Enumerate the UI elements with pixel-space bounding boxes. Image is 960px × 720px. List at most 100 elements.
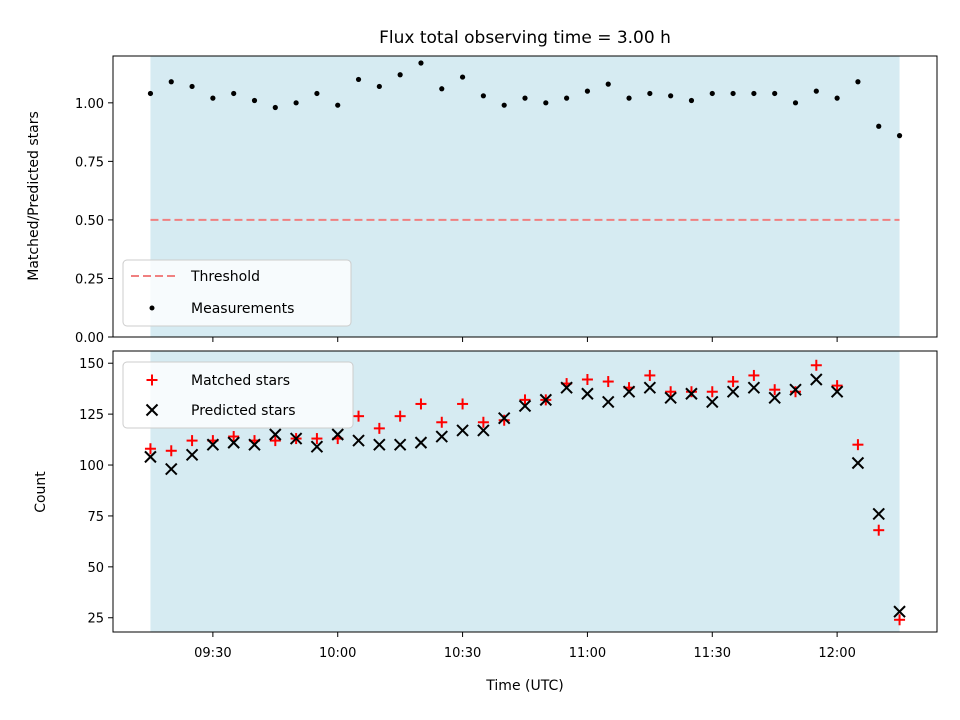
matched-star-point [602, 376, 614, 388]
predicted-star-point [851, 456, 865, 470]
plot-frame [112, 350, 938, 633]
x-axis-ticks [212, 337, 838, 342]
legend-box [122, 259, 352, 327]
measurement-point [501, 102, 507, 108]
predicted-star-point [518, 399, 532, 413]
measurement-point [543, 100, 549, 106]
measurement-point [168, 79, 174, 85]
predicted-star-point [893, 605, 906, 618]
y-tick-label: 25 [87, 612, 104, 627]
matched-star-point [498, 414, 510, 426]
predicted-star-point [602, 395, 615, 409]
measurement-point [147, 90, 154, 97]
measurement-point [231, 90, 237, 97]
predicted-star-point [373, 438, 386, 451]
y-tick-label: 0.50 [75, 214, 104, 229]
y-tick-label: 100 [79, 459, 104, 474]
matched-star-point [353, 410, 365, 422]
measurement-point [668, 93, 674, 99]
measurement-point [813, 88, 819, 94]
matched-star-point [477, 416, 489, 428]
predicted-star-point [560, 381, 573, 394]
predicted-star-point [726, 385, 740, 398]
predicted-star-point [414, 436, 428, 449]
legend-label-matched: Matched stars [191, 373, 290, 389]
y-tick-label: 125 [79, 408, 104, 423]
measurement-point [834, 95, 840, 101]
measurement-point [189, 83, 195, 90]
predicted-star-point [830, 385, 844, 398]
predicted-star-point [456, 424, 469, 437]
predicted-star-point [685, 387, 698, 400]
count-panel: 25 50 75 100 125 150 09:30 10:00 10:30 11:00 11:3… [33, 350, 938, 694]
matched-star-point [810, 359, 822, 371]
x-axis-label: Time (UTC) [485, 678, 563, 694]
measurement-point [522, 95, 528, 101]
matched-star-point [581, 374, 593, 386]
x-tick-label: 10:30 [444, 646, 481, 661]
y-tick-label: 50 [87, 561, 104, 576]
predicted-star-point [435, 430, 448, 443]
predicted-star-point [477, 424, 490, 437]
matched-star-point [769, 384, 781, 396]
legend: Matched stars Predicted stars [122, 361, 354, 429]
predicted-star-point [206, 438, 220, 451]
predicted-star-point [227, 436, 240, 449]
predicted-star-point [310, 440, 324, 453]
measurement-point [730, 90, 736, 97]
legend-box [122, 361, 354, 429]
y-axis-ticks: 25 50 75 100 125 150 [79, 357, 113, 627]
measurement-point [751, 90, 757, 97]
predicted-star-point [497, 411, 511, 425]
matched-star-point [373, 422, 385, 434]
matched-star-point [519, 394, 531, 406]
matched-star-point [269, 435, 281, 447]
y-axis-ticks: 0.00 0.25 0.50 0.75 1.00 [75, 97, 113, 346]
predicted-star-point [248, 438, 261, 451]
matched-star-point [852, 439, 864, 451]
measurement-point [355, 76, 362, 83]
predicted-star-point [165, 462, 178, 476]
measurement-point [792, 100, 799, 106]
matched-star-point [144, 443, 156, 455]
predicted-star-point [622, 385, 636, 398]
y-tick-label: 0.75 [75, 155, 104, 170]
measurement-point [439, 86, 445, 92]
y-axis-label: Count [33, 471, 49, 513]
y-tick-label: 0.00 [75, 331, 104, 346]
measurement-point [293, 100, 299, 106]
legend-label-measurements: Measurements [191, 301, 294, 317]
measurement-point [688, 97, 695, 104]
measurement-point [876, 123, 882, 129]
measurement-point [459, 74, 466, 80]
matched-star-point [436, 416, 448, 428]
measurement-point [397, 72, 403, 78]
legend: Threshold Measurements [122, 259, 352, 327]
matched-star-point [727, 376, 739, 388]
x-axis-ticks: 09:30 10:00 10:30 11:00 11:30 12:00 [194, 632, 856, 661]
measurement-point [855, 79, 861, 85]
measurement-point [480, 93, 486, 99]
matched-star-point [644, 369, 656, 381]
matched-star-point [415, 398, 427, 410]
predicted-star-point [331, 428, 344, 441]
y-tick-label: 1.00 [75, 97, 104, 112]
y-axis-label: Matched/Predicted stars [26, 111, 42, 281]
x-tick-label: 09:30 [194, 646, 231, 661]
measurement-point [626, 95, 632, 101]
legend-label-threshold: Threshold [190, 269, 260, 285]
measurement-point [335, 102, 341, 108]
measurements-legend-swatch [149, 305, 155, 311]
predicted-legend-marker [145, 403, 159, 417]
chart-title: Flux total observing time = 3.00 h [379, 28, 671, 48]
predicted-star-point [352, 434, 365, 447]
measurement-point [272, 104, 278, 111]
predicted-star-point [581, 387, 594, 400]
measurement-point [584, 88, 591, 94]
x-tick-label: 11:00 [569, 646, 606, 661]
measurement-point [210, 95, 216, 101]
predicted-star-point [872, 507, 885, 521]
x-tick-label: 10:00 [319, 646, 356, 661]
matched-star-point [873, 524, 885, 536]
